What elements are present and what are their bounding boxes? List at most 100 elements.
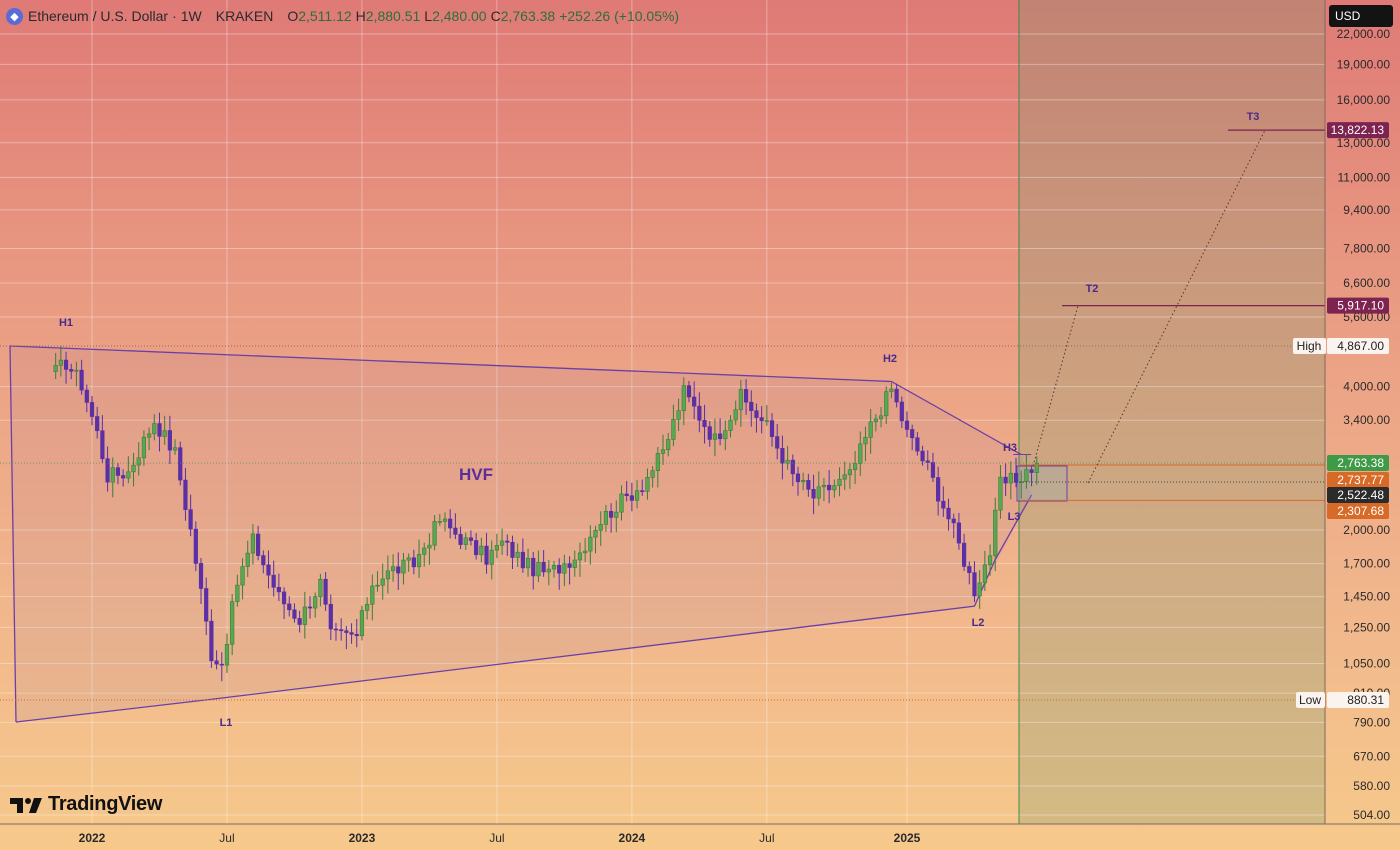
candle-body [432,521,437,546]
ethereum-icon: ◆ [6,7,23,25]
candle-body [640,490,645,492]
candle-body [167,430,172,451]
candle-body [468,537,474,541]
candle-body [676,410,681,420]
x-tick-label: Jul [759,831,774,845]
candle-body [365,603,370,611]
candle-body [183,479,188,510]
candle-body [733,409,738,421]
candle-body [58,359,63,366]
change-value: +252.26 (+10.05%) [559,8,680,24]
target-t3-price-tag-bg [1327,122,1389,139]
candle-body [147,433,152,438]
candle-body [629,495,634,501]
exchange[interactable]: KRAKEN [215,8,274,24]
tradingview-logo-icon [10,797,42,813]
candle-body [660,449,666,454]
pattern-label: HVF [459,465,493,484]
target-t2-price-tag: 5,917.10 [1337,299,1384,313]
lower-level-tag-bg [1327,503,1389,519]
candle-body [292,609,297,619]
symbol-header[interactable]: ◆ Ethereum / U.S. Dollar · 1W KRAKEN O 2… [6,5,683,27]
candle-body [692,396,697,407]
candle-body [827,484,832,491]
y-tick-label: 6,600.00 [1343,276,1390,290]
candle-body [525,557,531,569]
candle-body [193,528,198,564]
candle-body [256,533,261,556]
pivot-label-l3: L3 [1008,511,1021,523]
candle-body [339,629,344,632]
candle-body [499,540,505,546]
x-tick-label: 2023 [349,831,376,845]
y-axis[interactable]: 22,000.00 19,000.00 16,000.00 13,000.00 11,0… [1324,0,1391,824]
candle-body [832,485,837,491]
target-t3-price-tag: 13,822.13 [1331,123,1385,137]
mid-level-tag-bg [1327,487,1389,503]
tradingview-brand[interactable]: TradingView [10,793,162,816]
hvf-lower-trendline [15,494,1033,723]
candle-body [302,606,307,625]
candle-body [930,462,936,478]
x-axis[interactable]: 2022 Jul 2023 Jul 2024 Jul 2025 [0,823,1400,845]
candle-body [1024,469,1029,483]
candle-body [707,426,712,440]
low-label: L [424,8,433,24]
y-tick-label: 2,000.00 [1343,523,1390,537]
candle-body [489,549,494,565]
separator-dot: · [172,8,177,24]
candle-body [993,509,998,557]
interval[interactable]: 1W [180,8,202,24]
candle-body [448,518,453,529]
low-price-tag: 880.31 [1347,693,1384,707]
x-tick-label: 2025 [894,831,921,845]
currency-button[interactable]: USD [1329,5,1393,27]
candle-body [230,601,235,645]
candle-body [266,564,271,576]
candle-body [188,509,193,530]
candle-body [743,389,749,403]
candle-body [344,630,349,633]
candle-body [74,369,79,372]
candle-body [515,551,520,558]
y-tick-label: 1,050.00 [1343,656,1390,670]
candle-body [878,415,884,420]
y-tick-label: 790.00 [1353,715,1390,729]
candle-body [562,563,567,574]
candle-body [172,447,178,451]
candle-body [115,467,121,476]
candle-body [520,551,525,569]
candle-body [95,416,100,432]
candle-body [795,473,801,483]
candle-body [842,474,847,480]
candle-body [396,566,401,574]
candle-body [126,471,131,479]
candle-body [437,521,442,523]
candle-body [157,423,162,437]
y-tick-label: 11,000.00 [1338,170,1391,184]
candle-body [281,591,287,605]
open-label: O [287,8,299,24]
candle-body [790,459,795,475]
x-tick-label: 2022 [79,831,106,845]
y-tick-label: 3,400.00 [1343,413,1390,427]
high-label-bg [1293,338,1326,354]
low-value: 2,480.00 [432,8,487,24]
candle-body [712,433,718,440]
y-tick-label: 504.00 [1353,808,1390,822]
high-price-tag: 4,867.00 [1337,339,1384,353]
symbol-title[interactable]: Ethereum / U.S. Dollar [28,8,169,24]
candle-body [603,511,609,525]
y-tick-label: 16,000.00 [1337,93,1391,107]
candle-body [609,511,614,518]
brand-name: TradingView [48,793,163,815]
candle-body [235,584,240,602]
candle-body [972,572,977,597]
candle-body [1008,472,1013,484]
candle-body [858,443,863,464]
candle-body [89,402,95,417]
candle-body [474,540,479,556]
price-tags: 13,822.13 5,917.10 4,867.00 High 880.31 Low 2,… [1293,122,1389,708]
candle-body [261,555,266,566]
